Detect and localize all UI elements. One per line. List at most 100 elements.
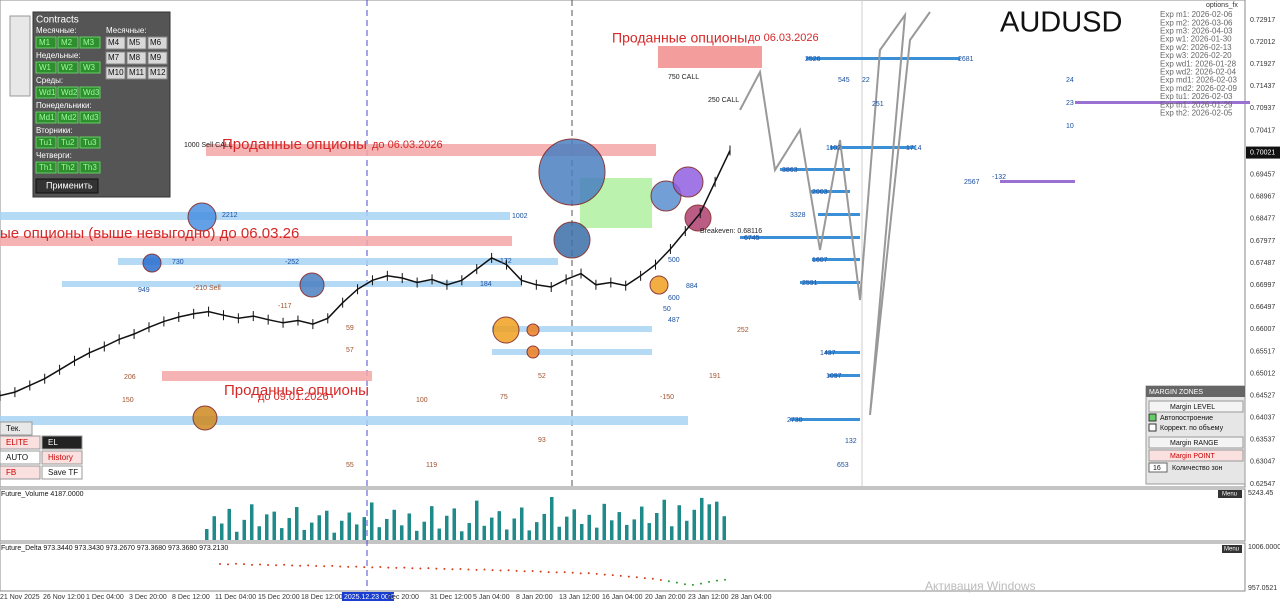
contract-button[interactable] — [79, 36, 101, 49]
time-label: 15 Dec 20:00 — [258, 594, 300, 601]
contract-button[interactable] — [35, 86, 57, 99]
delta-point — [283, 563, 286, 566]
contract-button[interactable] — [126, 51, 147, 65]
volume-bar — [302, 529, 306, 540]
tool-button[interactable] — [0, 421, 33, 436]
level-label: 184 — [480, 281, 492, 288]
bubble — [142, 253, 162, 273]
contract-button-label: M10 — [108, 68, 124, 77]
count-input[interactable] — [1148, 462, 1168, 473]
menu-button[interactable] — [1222, 545, 1242, 553]
level-label: 2212 — [222, 212, 238, 219]
contract-button[interactable] — [105, 36, 126, 50]
tool-button[interactable] — [41, 450, 83, 465]
contract-button[interactable] — [57, 36, 79, 49]
level-label: 191 — [709, 373, 721, 380]
delta-point — [563, 571, 566, 574]
menu-button[interactable] — [1218, 490, 1242, 498]
level-bar — [118, 258, 558, 265]
delta-point — [699, 582, 702, 585]
contract-button[interactable] — [35, 136, 57, 149]
volume-bar — [505, 529, 509, 540]
contract-button[interactable] — [35, 36, 57, 49]
contract-button[interactable] — [57, 86, 79, 99]
margin-button-label: Margin POINT — [1170, 453, 1215, 460]
volume-header: Future_Volume 4187.0000 — [1, 491, 84, 498]
delta-point — [227, 563, 230, 566]
contract-button[interactable] — [105, 66, 126, 80]
tool-button[interactable] — [0, 465, 41, 480]
contract-button[interactable] — [79, 61, 101, 74]
level-bar — [0, 416, 688, 425]
contract-button[interactable] — [57, 161, 79, 174]
volume-bar — [295, 507, 299, 540]
price-label: 0.71927 — [1250, 61, 1275, 68]
level-label: 75 — [500, 394, 508, 401]
contract-button-label: M2 — [61, 38, 73, 47]
level-label: 949 — [138, 287, 150, 294]
delta-point — [235, 562, 238, 565]
volume-bar — [685, 520, 689, 540]
level-bar — [162, 371, 372, 381]
contract-button[interactable] — [79, 111, 101, 124]
apply-button[interactable] — [35, 178, 99, 194]
contract-button[interactable] — [147, 66, 168, 80]
delta-point — [427, 567, 430, 570]
group-label: Вторники: — [36, 126, 73, 135]
contract-button[interactable] — [35, 161, 57, 174]
delta-point — [483, 568, 486, 571]
contract-button[interactable] — [79, 86, 101, 99]
bubble — [553, 221, 591, 259]
margin-level — [740, 236, 860, 239]
contract-button[interactable] — [57, 111, 79, 124]
margin-button[interactable] — [1148, 436, 1244, 449]
tool-button[interactable] — [0, 450, 41, 465]
tool-button[interactable] — [0, 435, 41, 450]
delta-point — [451, 568, 454, 571]
time-label: 23 Jan 12:00 — [688, 594, 729, 601]
contract-button[interactable] — [79, 161, 101, 174]
delta-header: Future_Delta 973.3440 973.3430 973.2670 … — [1, 545, 228, 552]
volume-bar — [550, 496, 554, 540]
delta-point — [587, 572, 590, 575]
volume-bar — [482, 525, 486, 540]
tool-button[interactable] — [41, 435, 83, 450]
level-label: 1714 — [906, 145, 922, 152]
delta-point — [475, 568, 478, 571]
contract-button[interactable] — [126, 66, 147, 80]
contract-button[interactable] — [105, 51, 126, 65]
contract-button[interactable] — [126, 36, 147, 50]
tool-button-label: Save TF — [48, 468, 78, 477]
note: Проданные опционы — [612, 30, 747, 46]
delta-point — [571, 571, 574, 574]
volume-bar — [700, 497, 704, 540]
checkbox[interactable] — [1148, 413, 1157, 422]
contract-button[interactable] — [57, 61, 79, 74]
contract-button-label: Wd1 — [39, 88, 56, 97]
margin-button[interactable] — [1148, 400, 1244, 413]
price-label: 0.71437 — [1250, 83, 1275, 90]
level-label: 2526 — [805, 56, 821, 63]
time-label: 28 Jan 04:00 — [731, 594, 772, 601]
contract-button-label: M3 — [83, 38, 95, 47]
contract-button-label: Md3 — [83, 113, 99, 122]
time-label: 26 Nov 12:00 — [43, 594, 85, 601]
contract-button[interactable] — [35, 61, 57, 74]
contract-button[interactable] — [147, 36, 168, 50]
contract-button[interactable] — [147, 51, 168, 65]
margin-button[interactable] — [1148, 449, 1244, 462]
count-value: 16 — [1153, 465, 1161, 472]
delta-point — [627, 575, 630, 578]
contract-button[interactable] — [57, 136, 79, 149]
price-label: 0.63047 — [1250, 459, 1275, 466]
price-label: 0.66007 — [1250, 326, 1275, 333]
checkbox[interactable] — [1148, 423, 1157, 432]
margin-level — [812, 258, 860, 261]
level-label: 93 — [538, 437, 546, 444]
contract-button[interactable] — [35, 111, 57, 124]
volume-bar — [355, 524, 359, 540]
tool-button[interactable] — [41, 465, 83, 480]
time-label: 1 Dec 04:00 — [86, 594, 124, 601]
volume-bar — [242, 519, 246, 540]
contract-button[interactable] — [79, 136, 101, 149]
